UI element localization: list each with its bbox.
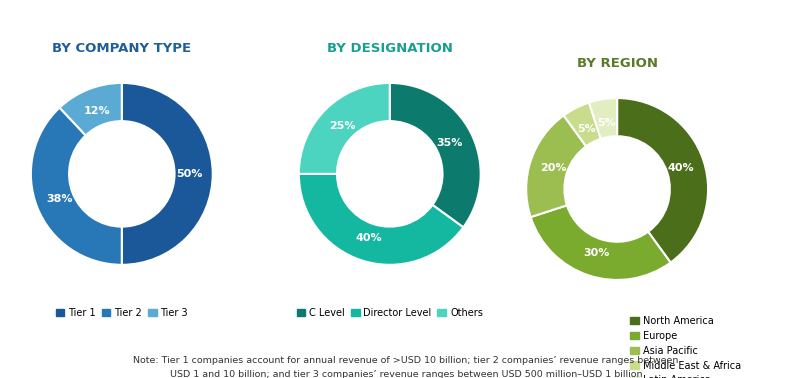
Text: 12%: 12% xyxy=(84,106,110,116)
Wedge shape xyxy=(298,174,463,265)
Text: 35%: 35% xyxy=(436,138,462,148)
Text: 5%: 5% xyxy=(596,118,616,127)
Legend: Tier 1, Tier 2, Tier 3: Tier 1, Tier 2, Tier 3 xyxy=(52,304,191,322)
Text: USD 1 and 10 billion; and tier 3 companies’ revenue ranges between USD 500 milli: USD 1 and 10 billion; and tier 3 compani… xyxy=(169,370,642,378)
Text: 40%: 40% xyxy=(355,233,382,243)
Wedge shape xyxy=(59,83,122,135)
Text: 38%: 38% xyxy=(46,194,72,204)
Text: Note: Tier 1 companies account for annual revenue of >USD 10 billion; tier 2 com: Note: Tier 1 companies account for annua… xyxy=(133,356,678,366)
Text: 20%: 20% xyxy=(539,163,565,173)
Wedge shape xyxy=(616,98,707,263)
Wedge shape xyxy=(526,115,586,217)
Wedge shape xyxy=(588,98,616,139)
Legend: North America, Europe, Asia Pacific, Middle East & Africa, Latin America: North America, Europe, Asia Pacific, Mid… xyxy=(626,312,744,378)
Title: BY COMPANY TYPE: BY COMPANY TYPE xyxy=(52,42,191,55)
Text: 5%: 5% xyxy=(577,124,595,134)
Wedge shape xyxy=(389,83,480,227)
Title: BY DESIGNATION: BY DESIGNATION xyxy=(326,42,453,55)
Wedge shape xyxy=(31,108,122,265)
Wedge shape xyxy=(298,83,389,174)
Text: 25%: 25% xyxy=(328,121,355,131)
Wedge shape xyxy=(563,102,600,146)
Text: 50%: 50% xyxy=(176,169,202,179)
Wedge shape xyxy=(122,83,212,265)
Legend: C Level, Director Level, Others: C Level, Director Level, Others xyxy=(292,304,487,322)
Wedge shape xyxy=(530,205,670,280)
Title: BY REGION: BY REGION xyxy=(576,57,657,70)
Text: 40%: 40% xyxy=(667,163,693,173)
Text: 30%: 30% xyxy=(582,248,609,258)
